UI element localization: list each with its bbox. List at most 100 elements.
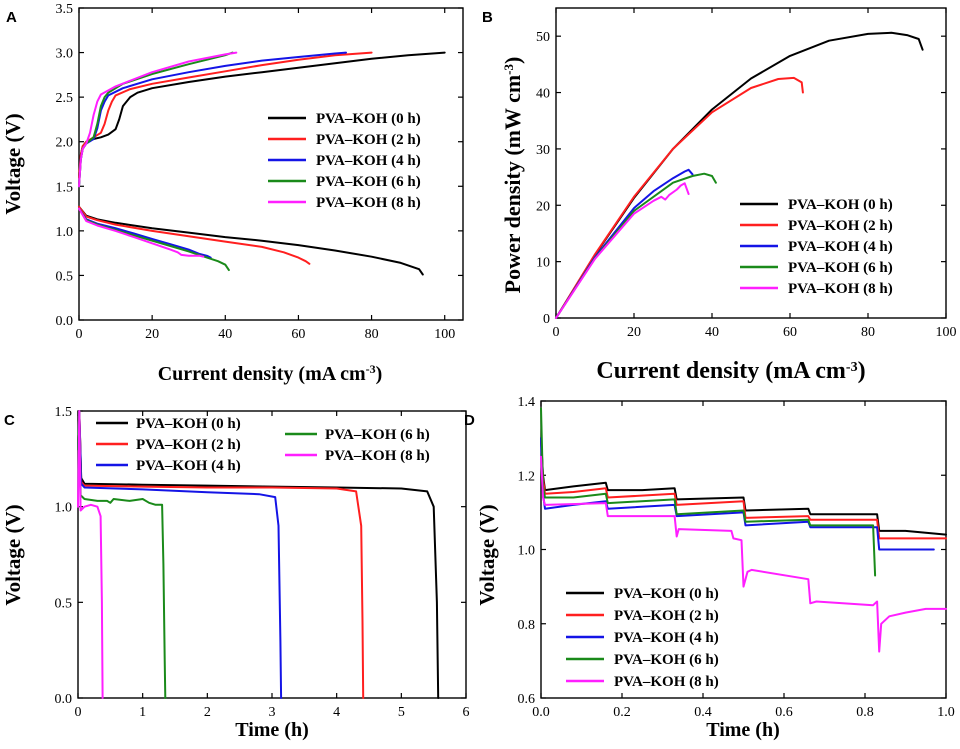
- y-tick-label: 0.8: [518, 618, 536, 633]
- x-tick-label: 5: [398, 705, 405, 720]
- panel-C: C 0 1 2 3 4 5 6 0.0 0.5 1.0 1.5 Time (h) Voltage (V) P…: [1, 405, 470, 741]
- series-line-2h: [540, 437, 947, 540]
- legend-label: PVA–KOH (8 h): [325, 448, 430, 464]
- x-tick-label: 20: [627, 325, 641, 340]
- y-tick-label: 0.5: [55, 596, 73, 611]
- x-tick-label: 0.6: [775, 705, 793, 720]
- y-tick-label: 0: [543, 312, 550, 327]
- x-tick-label: 60: [291, 327, 305, 342]
- x-tick-label: 0.2: [613, 705, 631, 720]
- legend-label: PVA–KOH (4 h): [614, 630, 719, 646]
- legend-label: PVA–KOH (6 h): [316, 174, 421, 190]
- legend-label: PVA–KOH (6 h): [788, 260, 893, 276]
- legend-label: PVA–KOH (0 h): [788, 197, 893, 213]
- x-axis-title: Time (h): [235, 719, 309, 741]
- x-tick-label: 40: [218, 327, 232, 342]
- series-charge-line-6h: [78, 51, 234, 188]
- y-tick-label: 0.5: [56, 269, 74, 284]
- plot-frame: [78, 7, 464, 321]
- y-axis-title: Voltage (V): [1, 113, 25, 214]
- panel-letter: A: [6, 9, 17, 26]
- legend: PVA–KOH (0 h) PVA–KOH (2 h) PVA–KOH (4 h) P…: [566, 586, 719, 690]
- x-tick-label: 1: [139, 705, 146, 720]
- y-tick-label: 3.0: [56, 47, 74, 62]
- legend-label: PVA–KOH (2 h): [614, 608, 719, 624]
- x-tick-label: 0.0: [532, 705, 550, 720]
- x-tick-label: 100: [936, 325, 957, 340]
- x-tick-label: 40: [705, 325, 719, 340]
- series-line-8h: [540, 455, 947, 653]
- panel-D: D 0.0 0.2 0.4 0.6 0.8 1.0 0.6 0.8 1.0 1.2 1.4 Time (…: [464, 395, 955, 741]
- x-axis-title: Current density (mA cm-3): [158, 362, 383, 385]
- x-tick-label: 0: [553, 325, 560, 340]
- plot-frame: [555, 7, 947, 319]
- x-tick-label: 0: [76, 327, 83, 342]
- x-tick-label: 6: [463, 705, 470, 720]
- series-line-2h: [77, 410, 365, 699]
- legend-label: PVA–KOH (0 h): [316, 111, 421, 127]
- legend: PVA–KOH (0 h) PVA–KOH (2 h) PVA–KOH (4 h) P…: [96, 416, 430, 474]
- series-charge-line-8h: [78, 51, 238, 188]
- series-line-2h: [555, 76, 804, 319]
- y-tick-label: 1.5: [55, 405, 73, 420]
- series-discharge-line-0h: [78, 205, 424, 276]
- y-tick-label: 10: [536, 256, 550, 271]
- series-discharge-line-2h: [78, 205, 311, 265]
- series-line-0h: [540, 437, 947, 536]
- y-tick-label: 0.0: [56, 314, 74, 329]
- y-tick-label: 1.0: [518, 544, 536, 559]
- legend: PVA–KOH (0 h) PVA–KOH (2 h) PVA–KOH (4 h) P…: [268, 111, 421, 211]
- legend-label: PVA–KOH (6 h): [325, 427, 430, 443]
- legend-label: PVA–KOH (2 h): [136, 437, 241, 453]
- y-tick-label: 0.0: [55, 692, 73, 707]
- y-tick-label: 30: [536, 143, 550, 158]
- series-line-6h: [77, 410, 167, 699]
- x-axis-title: Current density (mA cm-3): [596, 358, 865, 384]
- y-tick-label: 1.2: [518, 469, 536, 484]
- x-axis-title: Time (h): [706, 719, 780, 741]
- legend-label: PVA–KOH (4 h): [136, 458, 241, 474]
- x-tick-label: 0: [75, 705, 82, 720]
- x-tick-label: 1.0: [937, 705, 955, 720]
- panel-letter: C: [4, 412, 15, 429]
- y-tick-label: 1.5: [56, 180, 74, 195]
- panel-letter: D: [464, 412, 475, 429]
- series-line-4h: [540, 437, 935, 551]
- legend-label: PVA–KOH (0 h): [614, 586, 719, 602]
- y-tick-label: 40: [536, 87, 550, 102]
- legend-label: PVA–KOH (8 h): [316, 195, 421, 211]
- x-tick-label: 100: [434, 327, 455, 342]
- legend-label: PVA–KOH (4 h): [316, 153, 421, 169]
- y-tick-label: 2.5: [56, 91, 74, 106]
- series-line-8h: [555, 182, 690, 319]
- y-tick-label: 20: [536, 199, 550, 214]
- x-tick-label: 2: [204, 705, 211, 720]
- legend-label: PVA–KOH (2 h): [788, 218, 893, 234]
- legend-label: PVA–KOH (0 h): [136, 416, 241, 432]
- series-line-8h: [77, 410, 104, 699]
- legend-label: PVA–KOH (6 h): [614, 652, 719, 668]
- y-axis-title: Voltage (V): [475, 504, 499, 605]
- x-tick-label: 80: [365, 327, 379, 342]
- panel-B: B 0 20 40 60 80 100 0 10 20 30 40 50 Current density …: [482, 7, 957, 384]
- x-tick-label: 4: [333, 705, 340, 720]
- series-discharge-line-8h: [78, 207, 205, 258]
- panel-letter: B: [482, 9, 493, 26]
- legend-label: PVA–KOH (2 h): [316, 132, 421, 148]
- x-tick-label: 80: [861, 325, 875, 340]
- y-axis-title: Power density (mW cm-3): [500, 57, 525, 294]
- x-tick-label: 3: [269, 705, 276, 720]
- y-tick-label: 3.5: [56, 2, 74, 17]
- x-tick-label: 60: [783, 325, 797, 340]
- y-axis-title: Voltage (V): [1, 504, 25, 605]
- legend-label: PVA–KOH (8 h): [788, 281, 893, 297]
- x-tick-label: 0.4: [694, 705, 712, 720]
- legend: PVA–KOH (0 h) PVA–KOH (2 h) PVA–KOH (4 h) P…: [740, 197, 893, 297]
- x-tick-label: 0.8: [856, 705, 874, 720]
- x-tick-label: 20: [145, 327, 159, 342]
- y-tick-label: 1.0: [56, 225, 74, 240]
- panel-A: A 0 20 40 60 80 100 0.0 0.5 1.0 1.5 2.0 2.5 3.0 3.5 Cur…: [1, 2, 464, 385]
- legend-label: PVA–KOH (4 h): [788, 239, 893, 255]
- y-tick-label: 1.0: [55, 501, 73, 516]
